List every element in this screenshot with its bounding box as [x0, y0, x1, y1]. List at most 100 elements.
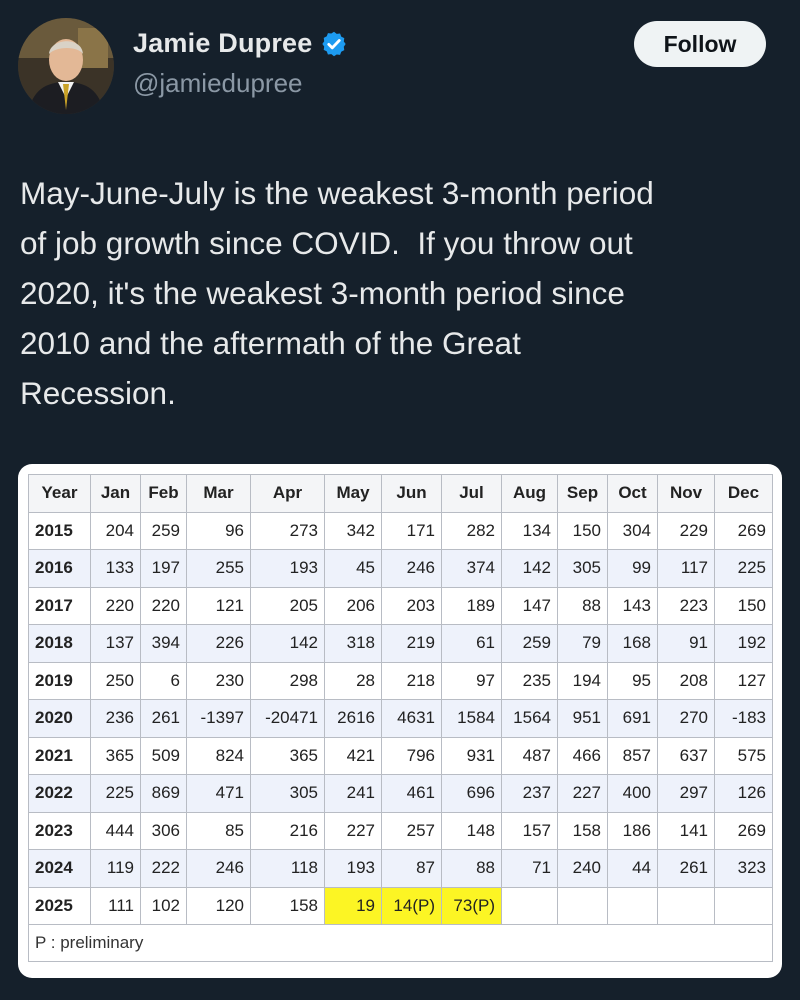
column-header-jul: Jul: [441, 474, 502, 513]
value-cell: [557, 886, 608, 925]
value-cell: 227: [324, 811, 382, 850]
table-row: 2023 444 306 85 216 227 257 148 157 158 186 141 269: [28, 811, 773, 850]
value-cell: 342: [324, 511, 382, 550]
value-cell: 134: [501, 511, 558, 550]
year-cell: 2016: [28, 549, 91, 588]
column-header-aug: Aug: [501, 474, 558, 513]
value-cell: 270: [657, 699, 715, 738]
value-cell: 111: [90, 886, 141, 925]
author-handle[interactable]: @jamiedupree: [133, 68, 303, 98]
value-cell: 461: [381, 774, 442, 813]
value-cell: 250: [90, 661, 141, 700]
column-header-year: Year: [28, 474, 91, 513]
table-row: 2025 111 102 120 158 19 14(P) 73(P): [28, 886, 773, 925]
value-cell: 127: [714, 661, 773, 700]
column-header-jun: Jun: [381, 474, 442, 513]
year-cell: 2019: [28, 661, 91, 700]
value-cell: 246: [186, 849, 251, 888]
value-cell: 219: [381, 624, 442, 663]
value-cell: 394: [140, 624, 187, 663]
value-cell: 71: [501, 849, 558, 888]
value-cell: 148: [441, 811, 502, 850]
value-cell: 205: [250, 586, 325, 625]
value-cell: 225: [90, 774, 141, 813]
value-cell: 575: [714, 736, 773, 775]
value-cell: 193: [250, 549, 325, 588]
value-cell: 143: [607, 586, 658, 625]
value-cell: 374: [441, 549, 502, 588]
value-cell: 197: [140, 549, 187, 588]
attached-image-card[interactable]: Year Jan Feb Mar Apr May Jun Jul Aug Sep Oct Nov Dec…: [18, 464, 782, 978]
value-cell: 133: [90, 549, 141, 588]
value-cell: -20471: [250, 699, 325, 738]
column-header-jan: Jan: [90, 474, 141, 513]
value-cell: 220: [140, 586, 187, 625]
author-display-name[interactable]: Jamie Dupree: [133, 28, 313, 58]
value-cell: 857: [607, 736, 658, 775]
table-row: 2024 119 222 246 118 193 87 88 71 240 44 261 323: [28, 849, 773, 888]
avatar[interactable]: [18, 18, 114, 114]
value-cell: 85: [186, 811, 251, 850]
value-cell: 297: [657, 774, 715, 813]
value-cell: 14(P): [381, 886, 442, 925]
value-cell: 206: [324, 586, 382, 625]
table-row: 2020 236 261 -1397 -20471 2616 4631 1584 1564 951…: [28, 699, 773, 738]
value-cell: 186: [607, 811, 658, 850]
year-cell: 2018: [28, 624, 91, 663]
value-cell: 158: [250, 886, 325, 925]
value-cell: 157: [501, 811, 558, 850]
value-cell: 318: [324, 624, 382, 663]
value-cell: 120: [186, 886, 251, 925]
value-cell: 273: [250, 511, 325, 550]
value-cell: 261: [140, 699, 187, 738]
verified-badge-icon: [322, 31, 347, 56]
year-cell: 2021: [28, 736, 91, 775]
value-cell: 147: [501, 586, 558, 625]
follow-button[interactable]: Follow: [634, 21, 766, 67]
jobs-table: Year Jan Feb Mar Apr May Jun Jul Aug Sep Oct Nov Dec…: [28, 474, 773, 962]
value-cell: 1564: [501, 699, 558, 738]
table-footnote: P : preliminary: [28, 924, 773, 962]
value-cell: 204: [90, 511, 141, 550]
column-header-feb: Feb: [140, 474, 187, 513]
value-cell: 91: [657, 624, 715, 663]
value-cell: 466: [557, 736, 608, 775]
value-cell: 444: [90, 811, 141, 850]
value-cell: 126: [714, 774, 773, 813]
value-cell: 117: [657, 549, 715, 588]
profile-photo-icon: [18, 18, 114, 114]
tweet-header: Jamie Dupree @jamiedupree Follow: [0, 0, 800, 130]
value-cell: 171: [381, 511, 442, 550]
table-row: 2022 225 869 471 305 241 461 696 237 227 400 297 126: [28, 774, 773, 813]
value-cell: 255: [186, 549, 251, 588]
value-cell: 150: [714, 586, 773, 625]
value-cell: 137: [90, 624, 141, 663]
column-header-oct: Oct: [607, 474, 658, 513]
value-cell: 44: [607, 849, 658, 888]
value-cell: 220: [90, 586, 141, 625]
value-cell: 158: [557, 811, 608, 850]
value-cell: 192: [714, 624, 773, 663]
value-cell: 73(P): [441, 886, 502, 925]
value-cell: 119: [90, 849, 141, 888]
value-cell: 637: [657, 736, 715, 775]
value-cell: [501, 886, 558, 925]
value-cell: 150: [557, 511, 608, 550]
value-cell: 88: [441, 849, 502, 888]
value-cell: 218: [381, 661, 442, 700]
value-cell: 19: [324, 886, 382, 925]
table-row: 2016 133 197 255 193 45 246 374 142 305 99 117 225: [28, 549, 773, 588]
value-cell: 223: [657, 586, 715, 625]
table-row: 2015 204 259 96 273 342 171 282 134 150 304 229 269: [28, 511, 773, 550]
value-cell: 696: [441, 774, 502, 813]
value-cell: 225: [714, 549, 773, 588]
value-cell: 246: [381, 549, 442, 588]
value-cell: 931: [441, 736, 502, 775]
column-header-mar: Mar: [186, 474, 251, 513]
value-cell: -1397: [186, 699, 251, 738]
value-cell: 241: [324, 774, 382, 813]
value-cell: 227: [557, 774, 608, 813]
author-name-row: Jamie Dupree: [133, 28, 348, 59]
value-cell: 229: [657, 511, 715, 550]
table-header-row: Year Jan Feb Mar Apr May Jun Jul Aug Sep Oct Nov Dec: [28, 474, 773, 513]
